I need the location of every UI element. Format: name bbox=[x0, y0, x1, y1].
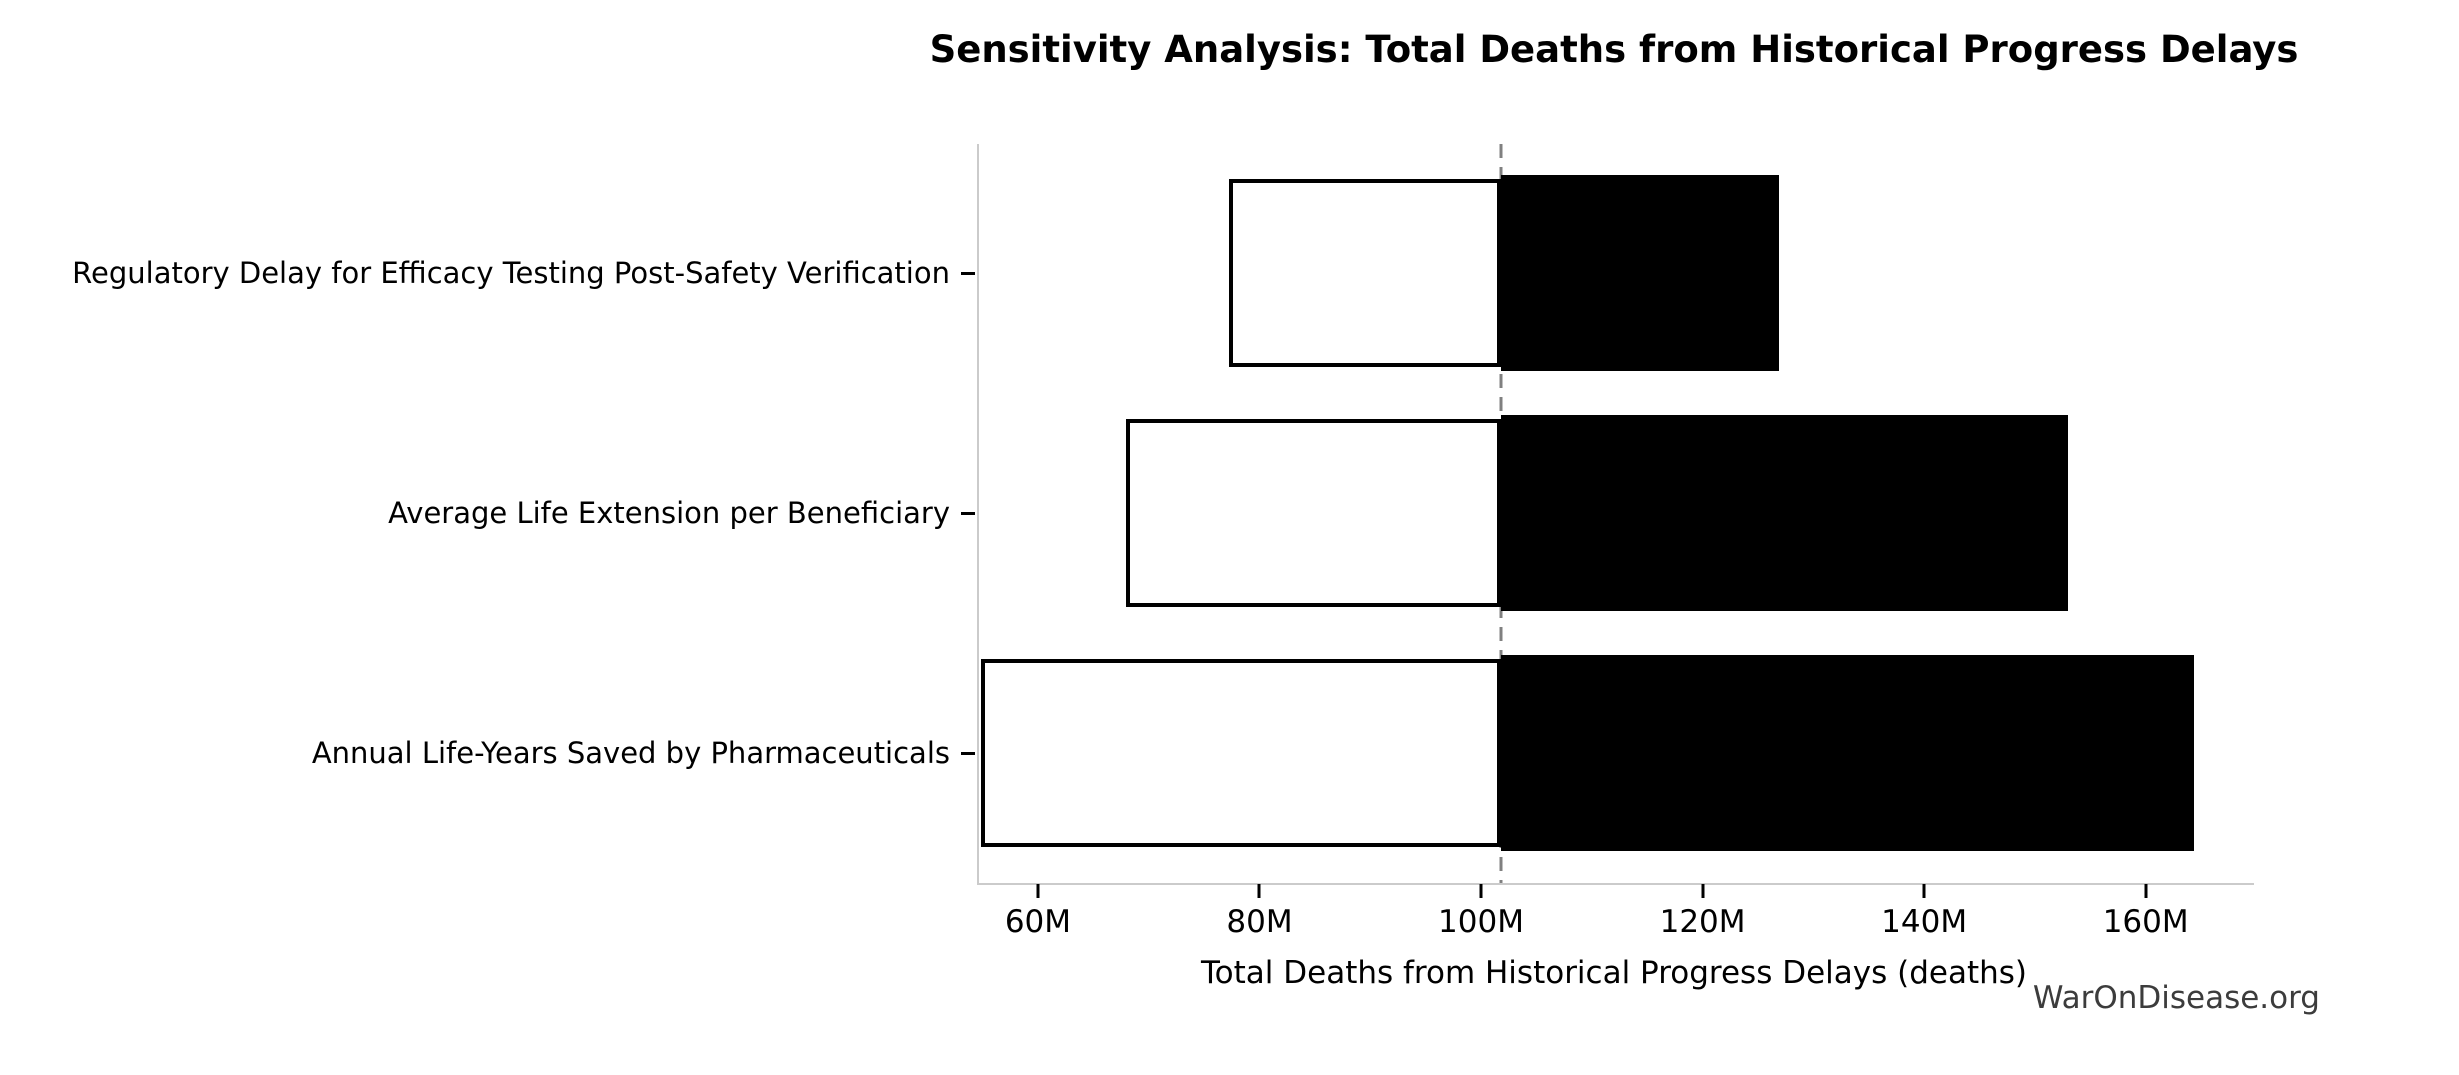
x-tick bbox=[1701, 884, 1705, 898]
y-tick bbox=[961, 271, 975, 275]
x-tick bbox=[1036, 884, 1040, 898]
bar-low-segment bbox=[981, 659, 1501, 847]
y-tick bbox=[961, 751, 975, 755]
x-tick-label: 140M bbox=[1881, 904, 1968, 940]
x-tick-label: 80M bbox=[1226, 904, 1293, 940]
x-tick-label: 100M bbox=[1438, 904, 1524, 940]
y-tick bbox=[961, 511, 975, 515]
chart-title: Sensitivity Analysis: Total Deaths from … bbox=[929, 28, 2299, 71]
y-axis-label: Average Life Extension per Beneficiary bbox=[388, 496, 950, 530]
bar-high-segment bbox=[1500, 415, 2068, 611]
bar-high-segment bbox=[1500, 655, 2195, 851]
bar-low-segment bbox=[1229, 179, 1501, 367]
x-tick bbox=[2144, 884, 2148, 898]
x-axis-label: Total Deaths from Historical Progress De… bbox=[1201, 955, 2027, 991]
y-axis-label: Regulatory Delay for Efficacy Testing Po… bbox=[72, 256, 950, 290]
watermark-text: WarOnDisease.org bbox=[2032, 980, 2320, 1016]
y-axis-label: Annual Life-Years Saved by Pharmaceutica… bbox=[311, 736, 950, 770]
x-tick bbox=[1922, 884, 1926, 898]
x-tick bbox=[1257, 884, 1261, 898]
bar-low-segment bbox=[1126, 419, 1501, 607]
x-tick-label: 60M bbox=[1004, 904, 1072, 940]
x-tick bbox=[1479, 884, 1483, 898]
x-tick-label: 160M bbox=[2102, 904, 2189, 940]
plot-area bbox=[977, 144, 2254, 885]
x-tick-label: 120M bbox=[1659, 904, 1746, 940]
bar-high-segment bbox=[1500, 175, 1779, 371]
